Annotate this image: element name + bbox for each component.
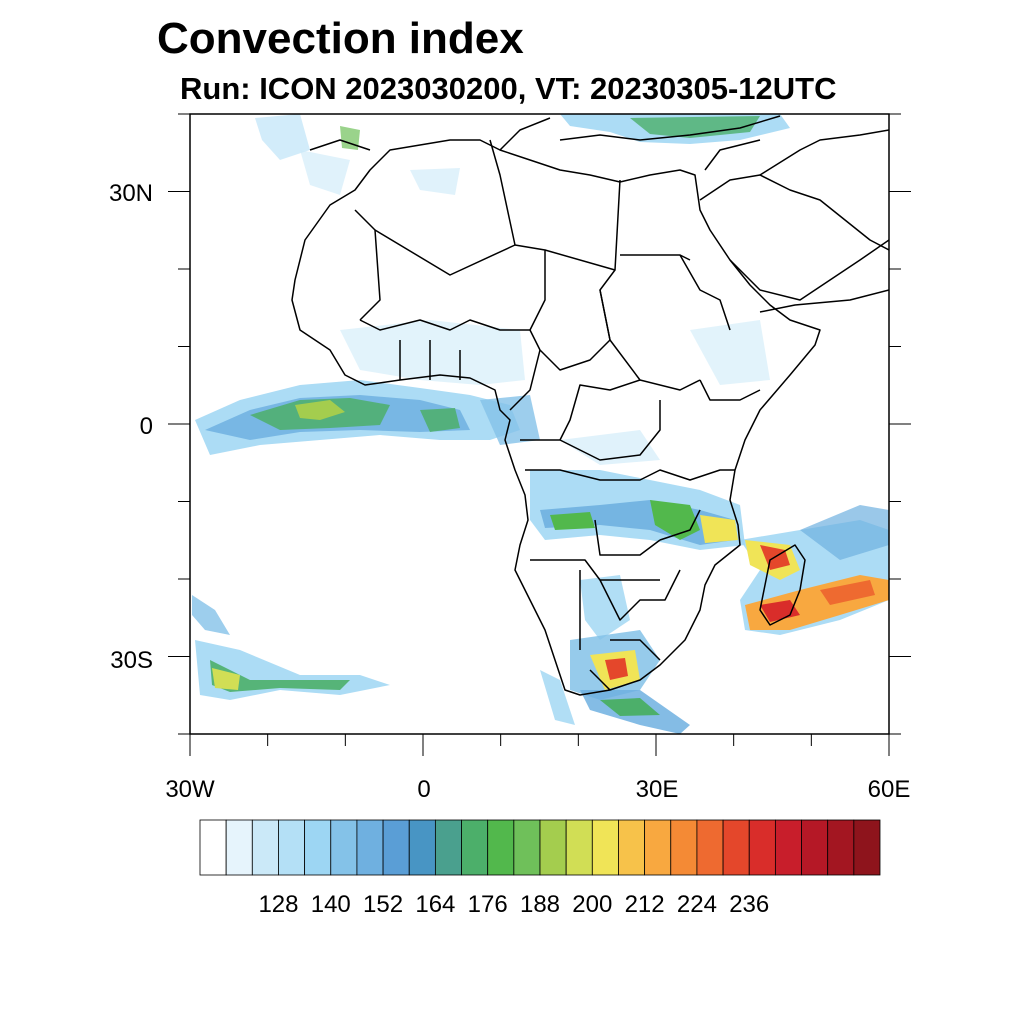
colorbar-label-152: 152 xyxy=(363,891,403,918)
axis-ticks xyxy=(168,113,911,756)
colorbar-swatch xyxy=(513,819,541,876)
colorbar-swatch xyxy=(278,819,306,876)
lat-label-0: 0 xyxy=(140,413,153,440)
colorbar-swatch xyxy=(774,819,802,876)
colorbar-swatch xyxy=(539,819,567,876)
lon-label-30e: 30E xyxy=(636,776,679,803)
colorbar-swatch xyxy=(382,819,410,876)
colorbar-swatch xyxy=(330,819,358,876)
colorbar-swatch xyxy=(356,819,384,876)
colorbar-swatch xyxy=(408,819,436,876)
map-subtitle: Run: ICON 2023030200, VT: 20230305-12UTC xyxy=(180,71,837,106)
colorbar-swatch xyxy=(591,819,619,876)
colorbar-swatch xyxy=(853,819,881,876)
colorbar-label-212: 212 xyxy=(625,891,665,918)
colorbar-swatch xyxy=(199,819,227,876)
colorbar-label-164: 164 xyxy=(415,891,455,918)
colorbar-label-128: 128 xyxy=(258,891,298,918)
colorbar-label-236: 236 xyxy=(729,891,769,918)
lon-label-30w: 30W xyxy=(165,776,215,803)
convection-field xyxy=(192,114,889,734)
colorbar-swatch xyxy=(225,819,253,876)
coastline xyxy=(291,115,889,696)
colorbar-label-224: 224 xyxy=(677,891,717,918)
colorbar-labels: 128 140 152 164 176 188 200 212 224 236 xyxy=(258,891,769,918)
colorbar-swatch xyxy=(434,819,462,876)
lat-label-30n: 30N xyxy=(109,180,153,207)
colorbar-swatch xyxy=(827,819,855,876)
colorbar-swatch xyxy=(801,819,829,876)
colorbar xyxy=(199,819,881,876)
colorbar-swatch xyxy=(696,819,724,876)
colorbar-label-188: 188 xyxy=(520,891,560,918)
colorbar-swatch xyxy=(461,819,489,876)
colorbar-swatch xyxy=(304,819,332,876)
colorbar-swatch xyxy=(487,819,515,876)
colorbar-swatch xyxy=(618,819,646,876)
colorbar-swatch xyxy=(644,819,672,876)
lat-label-30s: 30S xyxy=(110,647,153,674)
colorbar-swatch xyxy=(251,819,279,876)
colorbar-label-140: 140 xyxy=(311,891,351,918)
colorbar-swatch xyxy=(722,819,750,876)
lon-label-0: 0 xyxy=(417,776,430,803)
colorbar-swatch xyxy=(748,819,776,876)
colorbar-label-176: 176 xyxy=(468,891,508,918)
map-title: Convection index xyxy=(157,14,524,63)
colorbar-swatch xyxy=(670,819,698,876)
lon-label-60e: 60E xyxy=(868,776,911,803)
colorbar-label-200: 200 xyxy=(572,891,612,918)
colorbar-swatch xyxy=(565,819,593,876)
